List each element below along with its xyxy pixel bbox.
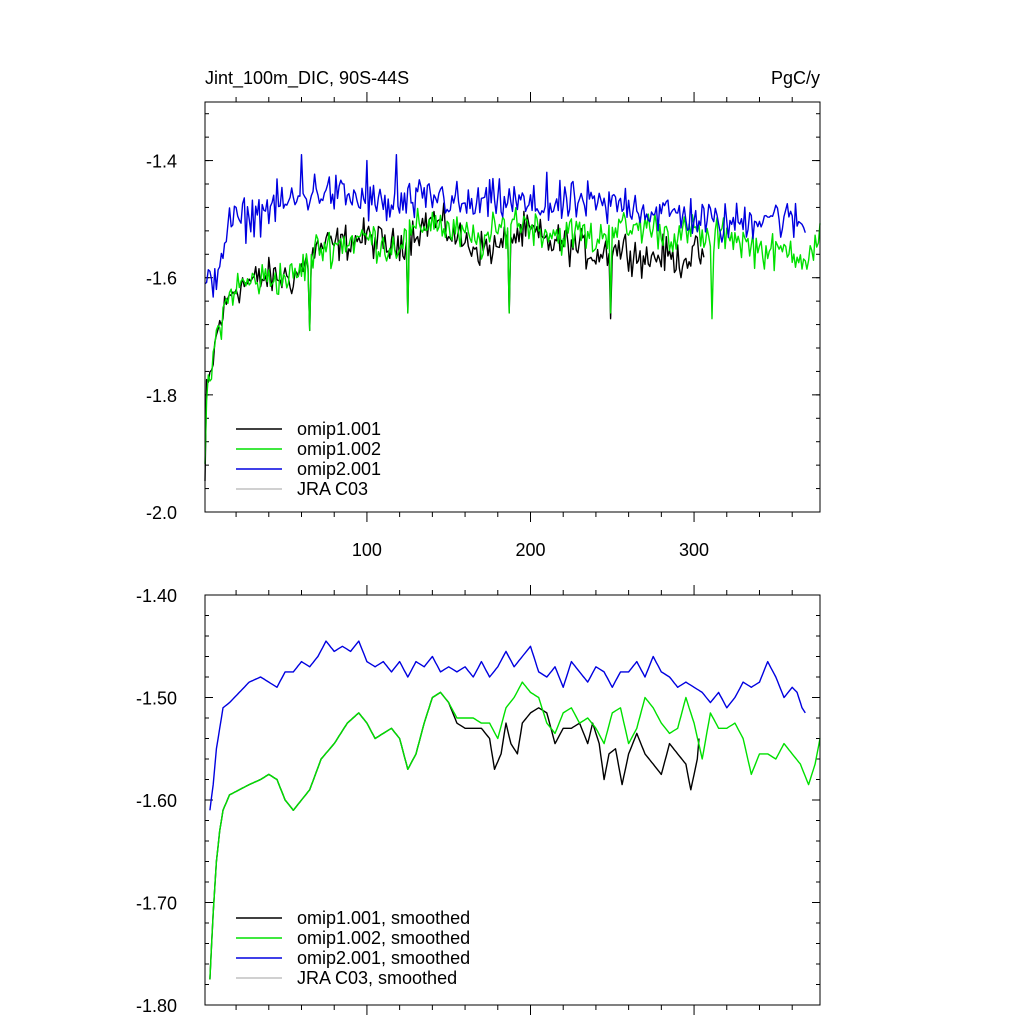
top-xtick-label: 300	[679, 540, 709, 560]
bottom-legend-label-omip2-001-smoothed: omip2.001, smoothed	[297, 948, 470, 968]
top-series-omip1-002	[204, 206, 821, 464]
bottom-series-omip2-001-smoothed	[209, 640, 806, 811]
top-chart-units: PgC/y	[771, 68, 820, 88]
bottom-panel: -1.80 -1.70 -1.60 -1.50 -1.40 omip1.001, smo…	[136, 585, 821, 1016]
top-panel: Jint_100m_DIC, 90S-44S PgC/y -2.0 -1.8 -1.…	[146, 68, 821, 560]
bottom-axis-ticks: -1.80 -1.70 -1.60 -1.50 -1.40	[136, 585, 820, 1016]
bottom-ytick-label: -1.70	[136, 894, 177, 914]
top-ytick-label: -2.0	[146, 503, 177, 523]
top-ytick-label: -1.6	[146, 269, 177, 289]
top-series-group	[204, 153, 821, 482]
bottom-legend-label-omip1-002-smoothed: omip1.002, smoothed	[297, 928, 470, 948]
bottom-ytick-label: -1.50	[136, 689, 177, 709]
bottom-legend-label-omip1-001-smoothed: omip1.001, smoothed	[297, 908, 470, 928]
top-series-omip1-001	[204, 202, 705, 482]
top-xtick-label: 200	[515, 540, 545, 560]
bottom-plot-frame	[204, 594, 821, 1006]
top-series-omip2-001	[204, 153, 806, 298]
bottom-series-omip1-002-smoothed	[209, 681, 821, 980]
top-ytick-label: -1.8	[146, 386, 177, 406]
bottom-legend-label-jra-c03-smoothed: JRA C03, smoothed	[297, 968, 457, 988]
bottom-ytick-label: -1.40	[136, 586, 177, 606]
bottom-ytick-label: -1.80	[136, 996, 177, 1016]
top-ytick-label: -1.4	[146, 152, 177, 172]
top-legend-label-omip1-001: omip1.001	[297, 419, 381, 439]
top-chart-title: Jint_100m_DIC, 90S-44S	[205, 68, 409, 89]
bottom-ytick-label: -1.60	[136, 791, 177, 811]
bottom-series-group	[209, 640, 821, 980]
top-legend-label-omip2-001: omip2.001	[297, 459, 381, 479]
top-axis-ticks: -2.0 -1.8 -1.6 -1.4 100 200 300	[146, 92, 820, 560]
top-plot-frame	[204, 101, 821, 513]
top-legend-label-jra-c03: JRA C03	[297, 479, 368, 499]
top-legend-label-omip1-002: omip1.002	[297, 439, 381, 459]
top-xtick-label: 100	[352, 540, 382, 560]
